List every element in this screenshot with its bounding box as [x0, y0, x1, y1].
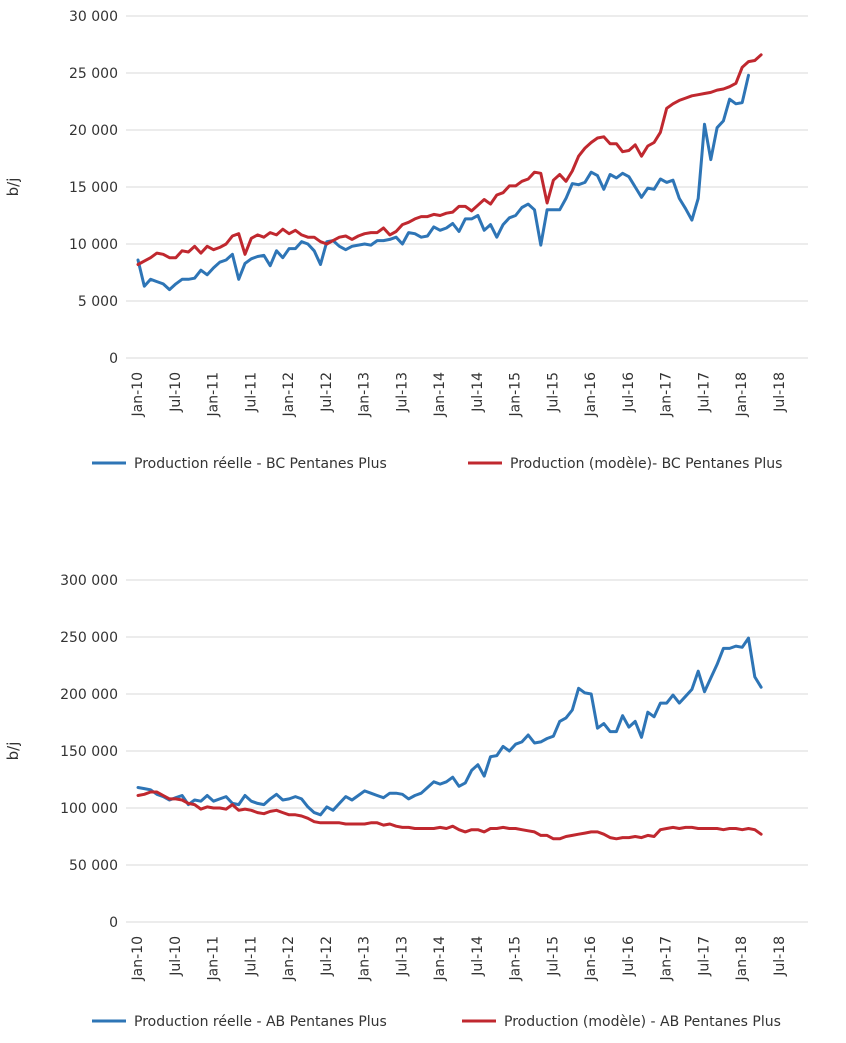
legend-item: Production (modèle) - AB Pentanes Plus: [462, 1014, 781, 1030]
series-line-model: [136, 790, 763, 841]
y-axis-label: b/j: [4, 178, 22, 197]
x-tick-label: Jul-11: [243, 372, 259, 413]
x-tick-label: Jan-10: [130, 936, 146, 981]
legend-label: Production réelle - AB Pentanes Plus: [134, 1014, 387, 1030]
y-tick-label: 30 000: [69, 9, 118, 25]
x-tick-label: Jan-13: [357, 936, 373, 981]
x-tick-label: Jan-11: [206, 936, 222, 981]
series-line-actual: [136, 73, 750, 292]
legend-item: Production réelle - AB Pentanes Plus: [92, 1014, 387, 1030]
x-tick-label: Jul-16: [621, 372, 637, 413]
y-tick-label: 0: [109, 915, 118, 931]
x-tick-label: Jul-15: [545, 372, 561, 413]
x-tick-label: Jan-18: [734, 936, 750, 981]
x-tick-label: Jan-17: [659, 372, 675, 417]
y-tick-label: 300 000: [60, 573, 118, 589]
x-tick-label: Jan-12: [281, 372, 297, 417]
x-tick-label: Jul-18: [772, 372, 788, 413]
y-tick-label: 50 000: [69, 858, 118, 874]
y-tick-label: 10 000: [69, 237, 118, 253]
x-tick-label: Jul-17: [696, 372, 712, 413]
x-tick-label: Jan-13: [357, 372, 373, 417]
x-tick-label: Jan-16: [583, 936, 599, 982]
series-line-actual: [136, 636, 763, 817]
y-tick-label: 100 000: [60, 801, 118, 817]
x-tick-label: Jan-16: [583, 372, 599, 418]
x-tick-label: Jan-14: [432, 372, 448, 418]
x-tick-label: Jul-12: [319, 372, 335, 413]
x-tick-label: Jul-17: [696, 936, 712, 977]
x-tick-label: Jul-11: [243, 936, 259, 977]
x-tick-label: Jan-11: [206, 372, 222, 417]
y-tick-label: 5 000: [78, 294, 118, 310]
x-tick-label: Jul-16: [621, 936, 637, 977]
y-tick-label: 25 000: [69, 66, 118, 82]
x-tick-label: Jan-15: [508, 372, 524, 417]
x-tick-label: Jan-10: [130, 372, 146, 417]
y-tick-label: 150 000: [60, 744, 118, 760]
x-tick-label: Jul-13: [394, 936, 410, 977]
y-tick-label: 250 000: [60, 630, 118, 646]
legend-label: Production (modèle)- BC Pentanes Plus: [510, 456, 782, 472]
x-tick-label: Jan-15: [508, 936, 524, 981]
x-tick-label: Jan-12: [281, 936, 297, 981]
legend-item: Production (modèle)- BC Pentanes Plus: [468, 456, 782, 472]
chart-2: 0 50 000 100 000 150 000 200 000 250 000 300 0…: [4, 573, 808, 1030]
x-tick-label: Jan-14: [432, 936, 448, 982]
legend-label: Production réelle - BC Pentanes Plus: [134, 456, 387, 472]
x-tick-label: Jul-18: [772, 936, 788, 977]
legend-item: Production réelle - BC Pentanes Plus: [92, 456, 387, 472]
x-tick-label: Jul-15: [545, 936, 561, 977]
x-tick-label: Jan-18: [734, 372, 750, 417]
x-tick-label: Jul-12: [319, 936, 335, 977]
x-tick-label: Jul-10: [168, 936, 184, 977]
x-tick-label: Jul-14: [470, 372, 486, 413]
y-tick-label: 15 000: [69, 180, 118, 196]
x-tick-label: Jul-14: [470, 936, 486, 977]
x-tick-label: Jul-10: [168, 372, 184, 413]
y-tick-label: 200 000: [60, 687, 118, 703]
y-axis-label: b/j: [4, 742, 22, 761]
x-tick-label: Jan-17: [659, 936, 675, 981]
x-tick-label: Jul-13: [394, 372, 410, 413]
chart-1: 0 5 000 10 000 15 000 20 000 25 000 30 000 b/j J…: [4, 9, 808, 472]
y-tick-label: 0: [109, 351, 118, 367]
y-tick-label: 20 000: [69, 123, 118, 139]
series-line-model: [136, 53, 763, 266]
legend-label: Production (modèle) - AB Pentanes Plus: [504, 1014, 781, 1030]
